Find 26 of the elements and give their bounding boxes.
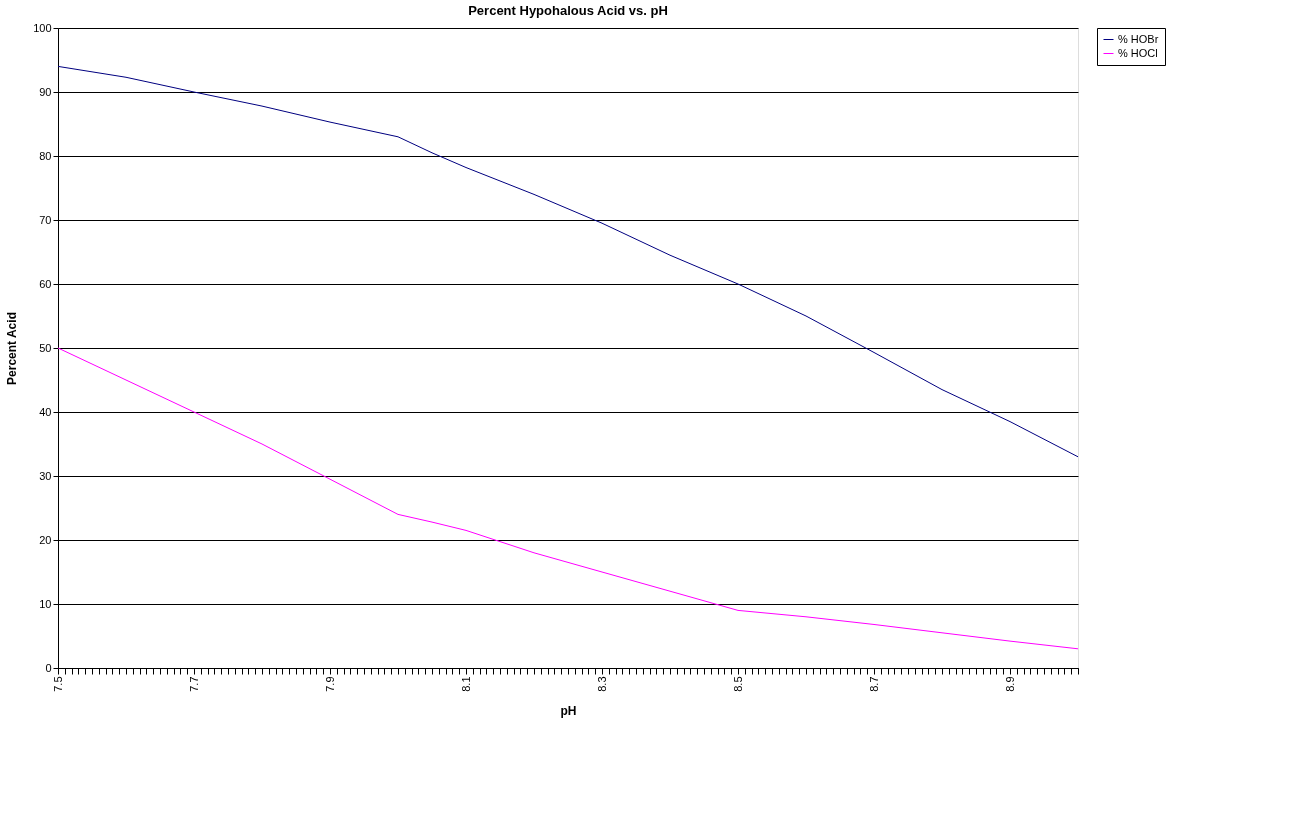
x-tick-label: 8.3 xyxy=(595,676,608,692)
x-tick-label: 7.7 xyxy=(187,676,200,692)
x-tick-label: 7.5 xyxy=(51,676,64,692)
legend-label: % HOCl xyxy=(1118,46,1158,59)
legend-label: % HOBr xyxy=(1118,32,1159,45)
line-series xyxy=(57,347,1079,650)
x-tick-label: 8.5 xyxy=(731,676,744,692)
y-tick-label: 0 xyxy=(45,661,52,674)
x-axis-title: pH xyxy=(560,703,577,718)
y-tick-label: 30 xyxy=(39,469,52,482)
line-series xyxy=(57,65,1079,458)
y-tick-label: 100 xyxy=(33,21,52,34)
y-tick-label: 80 xyxy=(39,149,52,162)
y-tick-label: 40 xyxy=(39,405,52,418)
y-tick-label: 90 xyxy=(39,85,52,98)
x-tick-label: 8.7 xyxy=(867,676,880,692)
y-tick-label: 50 xyxy=(39,341,52,354)
y-tick-label: 60 xyxy=(39,277,52,290)
chart-title: Percent Hypohalous Acid vs. pH xyxy=(468,3,668,18)
x-tick-label: 8.9 xyxy=(1003,676,1016,692)
y-tick-label: 70 xyxy=(39,213,52,226)
x-tick-label: 7.9 xyxy=(323,676,336,692)
y-tick-label: 20 xyxy=(39,533,52,546)
y-tick-label: 10 xyxy=(39,597,52,610)
y-axis-title: Percent Acid xyxy=(5,312,20,385)
x-tick-label: 8.1 xyxy=(459,676,472,692)
